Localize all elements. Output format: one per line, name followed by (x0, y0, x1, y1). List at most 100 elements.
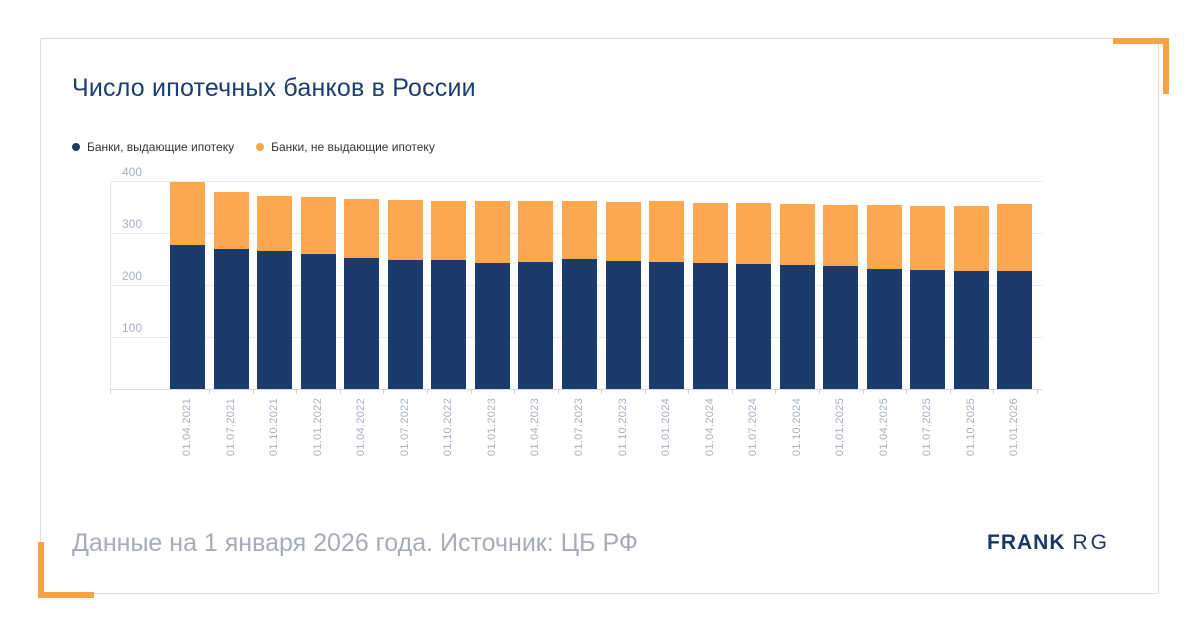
bar-issuing-segment (823, 266, 858, 389)
bar-issuing-segment (693, 262, 728, 389)
bar-issuing-segment (388, 260, 423, 389)
x-axis-tick (558, 389, 559, 394)
x-axis-label: 01.07.2024 (746, 398, 759, 457)
x-axis-tick (819, 389, 820, 394)
bar-issuing-segment (867, 269, 902, 389)
x-axis-label: 01.01.2026 (1007, 398, 1020, 457)
legend: Банки, выдающие ипотеку Банки, не выдающ… (72, 140, 435, 154)
bar-not-issuing-segment (388, 200, 423, 261)
corner-bracket-bottom-left (38, 542, 94, 598)
bar-not-issuing-segment (301, 196, 336, 254)
bar-not-issuing-segment (649, 201, 684, 262)
x-axis-tick (645, 389, 646, 394)
x-axis-label: 01.10.2023 (616, 398, 629, 457)
legend-label-issuing: Банки, выдающие ипотеку (87, 140, 235, 154)
bar-not-issuing-segment (431, 200, 466, 261)
bar-issuing-segment (518, 261, 553, 389)
x-axis-label: 01.04.2024 (703, 398, 716, 457)
bar-not-issuing-segment (518, 201, 553, 262)
x-axis-tick (427, 389, 428, 394)
logo-text-rg: RG (1072, 531, 1110, 554)
x-axis-line (110, 389, 1042, 390)
legend-dot-not-issuing-icon (256, 143, 265, 151)
y-axis-line (110, 181, 111, 394)
bar-not-issuing-segment (475, 201, 510, 263)
x-axis-label: 01.10.2021 (267, 398, 280, 457)
x-axis-label: 01.04.2022 (354, 398, 367, 457)
x-axis-tick (775, 389, 776, 394)
bar-issuing-segment (562, 259, 597, 389)
bar-not-issuing-segment (910, 205, 945, 270)
logo-text-frank: FRANK (987, 531, 1066, 554)
bar-not-issuing-segment (997, 204, 1032, 272)
bar-issuing-segment (170, 244, 205, 389)
y-axis-tick-label: 400 (121, 165, 142, 179)
x-axis-label: 01.10.2022 (441, 398, 454, 457)
bar-not-issuing-segment (736, 203, 771, 264)
x-axis-tick (514, 389, 515, 394)
bar-not-issuing-segment (867, 205, 902, 270)
bar-issuing-segment (257, 251, 292, 389)
x-axis-tick (906, 389, 907, 394)
x-axis-label: 01.07.2022 (398, 398, 411, 457)
frank-rg-logo: FRANK RG (987, 531, 1110, 555)
bar-issuing-segment (214, 248, 249, 389)
x-axis-tick (110, 389, 111, 394)
corner-bracket-top-right (1113, 38, 1169, 94)
legend-item-not-issuing: Банки, не выдающие ипотеку (256, 140, 435, 154)
bar-issuing-segment (997, 271, 1032, 389)
bar-issuing-segment (431, 260, 466, 389)
x-axis-tick (732, 389, 733, 394)
x-axis-tick (688, 389, 689, 394)
bar-not-issuing-segment (606, 201, 641, 261)
x-axis-label: 01.10.2025 (964, 398, 977, 457)
gridline (110, 181, 1042, 182)
x-axis-label: 01.07.2023 (572, 398, 585, 457)
x-axis-tick (383, 389, 384, 394)
bar-not-issuing-segment (780, 204, 815, 265)
bar-issuing-segment (910, 269, 945, 389)
x-axis-label: 01.04.2025 (877, 398, 890, 457)
bar-not-issuing-segment (257, 195, 292, 252)
bar-issuing-segment (475, 262, 510, 389)
bar-issuing-segment (301, 253, 336, 389)
y-axis-tick-label: 100 (121, 321, 142, 335)
x-axis-tick (950, 389, 951, 394)
x-axis-label: 01.01.2024 (659, 398, 672, 457)
bar-not-issuing-segment (562, 201, 597, 259)
bar-issuing-segment (344, 258, 379, 389)
x-axis-label: 01.01.2022 (311, 398, 324, 457)
x-axis-tick (863, 389, 864, 394)
legend-dot-issuing-icon (72, 143, 80, 151)
bar-not-issuing-segment (954, 205, 989, 271)
x-axis-label: 01.01.2025 (833, 398, 846, 457)
y-axis-tick-label: 300 (121, 217, 142, 231)
chart-title: Число ипотечных банков в России (72, 74, 476, 102)
bar-not-issuing-segment (214, 192, 249, 249)
x-axis-tick (471, 389, 472, 394)
x-axis-label: 01.07.2025 (920, 398, 933, 457)
x-axis-label: 01.04.2023 (528, 398, 541, 457)
x-axis-label: 01.07.2021 (224, 398, 237, 457)
bar-issuing-segment (780, 264, 815, 389)
bar-not-issuing-segment (170, 182, 205, 245)
legend-label-not-issuing: Банки, не выдающие ипотеку (271, 140, 435, 154)
x-axis-tick (253, 389, 254, 394)
x-axis-tick (993, 389, 994, 394)
x-axis-tick (340, 389, 341, 394)
legend-item-issuing: Банки, выдающие ипотеку (72, 140, 234, 154)
bar-issuing-segment (954, 270, 989, 389)
bar-issuing-segment (649, 261, 684, 389)
x-axis-label: 01.10.2024 (790, 398, 803, 457)
x-axis-label: 01.04.2021 (180, 398, 193, 457)
bar-not-issuing-segment (344, 199, 379, 259)
y-axis-tick-label: 200 (121, 269, 142, 283)
bar-not-issuing-segment (823, 205, 858, 267)
x-axis-tick (209, 389, 210, 394)
source-note: Данные на 1 января 2026 года. Источник: … (72, 529, 638, 557)
x-axis-tick (1037, 389, 1038, 394)
x-axis-label: 01.01.2023 (485, 398, 498, 457)
bar-issuing-segment (736, 263, 771, 389)
x-axis-tick (601, 389, 602, 394)
